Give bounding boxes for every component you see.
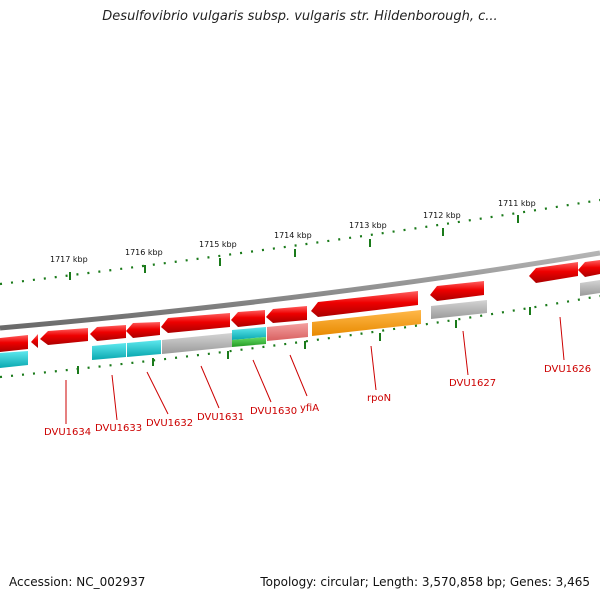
feature-green-dvu1630[interactable]	[232, 337, 266, 347]
gene-arrow-yfia[interactable]	[266, 306, 307, 323]
scale-label-1712: 1712 kbp	[423, 211, 461, 220]
feature-orange-rpon[interactable]	[312, 310, 421, 336]
scale-label-1716: 1716 kbp	[125, 248, 163, 257]
scale-label-1713: 1713 kbp	[349, 221, 387, 230]
gene-label-dvu1633[interactable]: DVU1633	[95, 423, 142, 434]
scale-label-1711: 1711 kbp	[498, 199, 536, 208]
scale-label-1715: 1715 kbp	[199, 240, 237, 249]
feature-salmon-yfia[interactable]	[267, 323, 308, 341]
gene-arrow-dvu1626[interactable]	[529, 262, 578, 283]
gene-label-dvu1627[interactable]: DVU1627	[449, 378, 496, 389]
scale-label-1714: 1714 kbp	[274, 231, 312, 240]
gene-label-dvu1632[interactable]: DVU1632	[146, 418, 193, 429]
gene-arrow-dvu1627[interactable]	[430, 281, 484, 301]
gene-label-rpon[interactable]: rpoN	[367, 393, 391, 404]
scale-dotted-arc-upper	[0, 198, 600, 286]
gene-arrow-dvu1625[interactable]	[578, 260, 600, 277]
gene-arrow-track	[0, 260, 600, 352]
feature-cyan-dvu1632[interactable]	[127, 340, 161, 357]
feature-cyan-dvu1633[interactable]	[92, 343, 126, 360]
feature-cyan-dvu1635[interactable]	[0, 351, 28, 368]
map-title: Desulfovibrio vulgaris subsp. vulgaris s…	[102, 9, 498, 24]
upper-major-ticks	[69, 215, 519, 280]
gene-arrow-dvu1630[interactable]	[231, 310, 265, 327]
genome-backbone	[0, 250, 600, 331]
gene-label-dvu1634[interactable]: DVU1634	[44, 427, 91, 438]
gene-arrow-dvu1632[interactable]	[126, 322, 160, 338]
gene-label-yfia[interactable]: yfiA	[300, 403, 319, 414]
label-leader-lines	[65, 316, 565, 424]
accession-label: Accession: NC_002937	[9, 575, 146, 589]
gene-arrow-dvu1634a[interactable]	[31, 334, 38, 348]
feature-gray-dvu1631[interactable]	[162, 333, 232, 354]
gene-arrow-dvu1634[interactable]	[40, 328, 88, 345]
gene-arrow-dvu1633[interactable]	[90, 325, 126, 341]
gene-arrow-dvu1631[interactable]	[161, 313, 230, 333]
scale-label-1717: 1717 kbp	[50, 255, 88, 264]
gene-label-dvu1630[interactable]: DVU1630	[250, 406, 297, 417]
gene-label-dvu1631[interactable]: DVU1631	[197, 412, 244, 423]
scale-dotted-arc-lower	[0, 294, 600, 379]
feature-gray-dvu1625[interactable]	[580, 280, 600, 296]
feature-track	[0, 280, 600, 368]
feature-cyan-dvu1630[interactable]	[232, 327, 266, 340]
gene-arrow-rpon[interactable]	[311, 291, 418, 317]
gene-label-dvu1626[interactable]: DVU1626	[544, 364, 591, 375]
topology-label: Topology: circular; Length: 3,570,858 bp…	[260, 575, 590, 589]
gene-arrow-dvu1635[interactable]	[0, 335, 28, 352]
feature-gray-dvu1627[interactable]	[431, 300, 487, 319]
lower-major-ticks	[77, 307, 531, 374]
